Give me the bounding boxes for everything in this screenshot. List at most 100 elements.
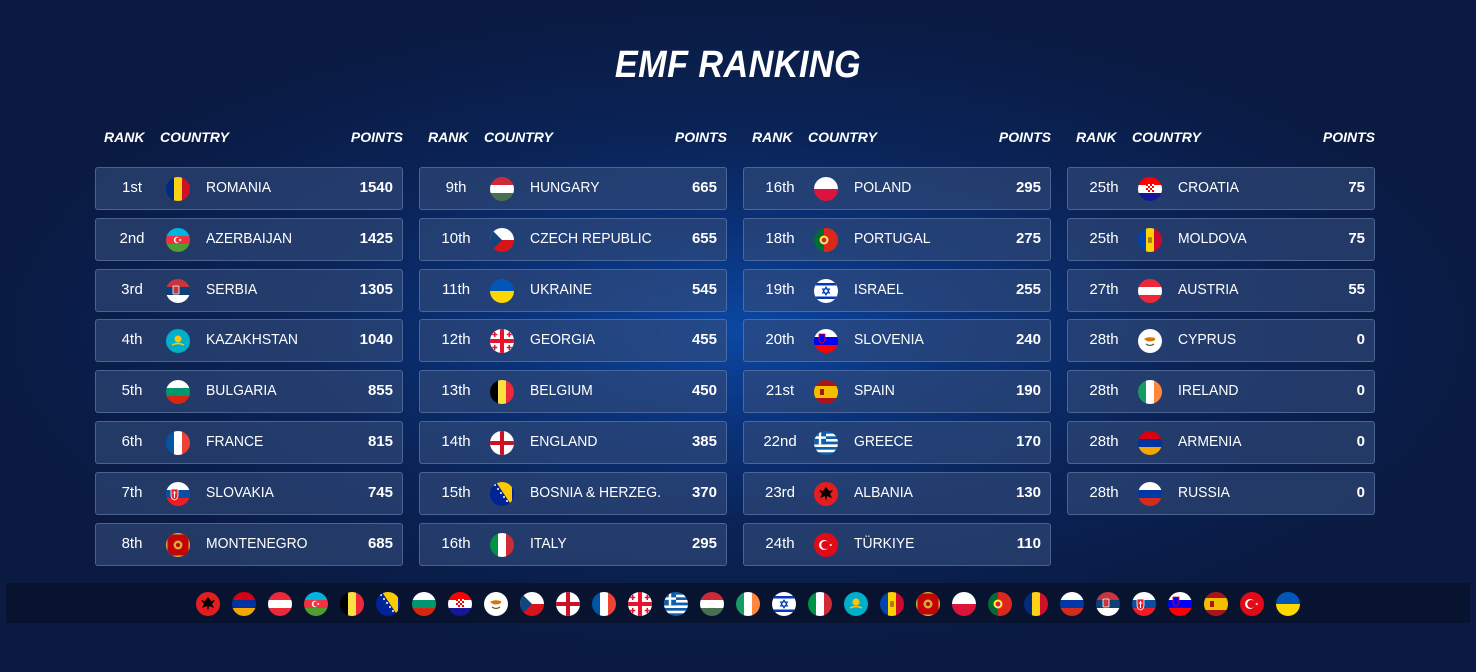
points-header: POINTS — [674, 129, 727, 145]
italy-flag-icon — [808, 592, 832, 616]
croatia-flag-icon — [448, 592, 472, 616]
rank-value: 10th — [441, 229, 471, 247]
kazakhstan-flag-icon — [844, 592, 868, 616]
serbia-flag-icon — [1096, 592, 1120, 616]
ranking-row: 28th RUSSIA 0 — [1067, 471, 1375, 515]
rank-value: 25th — [1089, 179, 1119, 196]
rank-value: 18th — [765, 229, 795, 247]
points-value: 665 — [691, 179, 717, 196]
ranking-row: 8th MONTENEGRO 685 — [95, 522, 403, 566]
country-name: CZECH REPUBLIC — [530, 229, 652, 247]
points-value: 0 — [1356, 382, 1365, 400]
ranking-row: 22nd GREECE 170 — [743, 421, 1051, 464]
rank-value: 2nd — [119, 229, 145, 247]
country-name: AUSTRIA — [1178, 280, 1239, 298]
kazakhstan-flag-icon — [166, 329, 190, 354]
ranking-row: 9th HUNGARY 665 — [419, 167, 727, 210]
country-name: BELGIUM — [530, 382, 593, 400]
ranking-row: 27th AUSTRIA 55 — [1067, 268, 1375, 312]
country-header: COUNTRY — [808, 129, 877, 145]
cyprus-flag-icon — [484, 592, 508, 616]
rank-value: 9th — [445, 179, 467, 196]
france-flag-icon — [592, 592, 616, 616]
column-header: RANK COUNTRY POINTS — [743, 129, 1051, 149]
serbia-flag-icon — [166, 278, 190, 303]
ranking-row: 23rd ALBANIA 130 — [743, 471, 1051, 515]
ranking-row: 10th CZECH REPUBLIC 655 — [419, 217, 727, 261]
rank-value: 12th — [441, 331, 471, 349]
azerbaijan-flag-icon — [166, 227, 190, 252]
rank-header: RANK — [1076, 129, 1117, 145]
ranking-row: 16th POLAND 295 — [743, 167, 1051, 210]
ranking-row: 13th BELGIUM 450 — [419, 370, 727, 414]
points-value: 1040 — [359, 331, 393, 349]
turkiye-flag-icon — [1240, 592, 1264, 616]
armenia-flag-icon — [1138, 431, 1162, 455]
france-flag-icon — [166, 431, 190, 455]
country-name: ITALY — [530, 534, 567, 552]
points-value: 455 — [691, 331, 717, 349]
rank-value: 28th — [1089, 382, 1119, 400]
points-value: 855 — [367, 382, 393, 400]
rank-value: 23rd — [764, 483, 796, 501]
country-name: BOSNIA & HERZEG. — [530, 483, 662, 501]
greece-flag-icon — [814, 431, 838, 455]
country-name: CROATIA — [1178, 179, 1239, 196]
slovenia-flag-icon — [814, 329, 838, 354]
points-value: 815 — [367, 433, 393, 450]
points-value: 450 — [691, 382, 717, 400]
points-header: POINTS — [998, 129, 1051, 145]
points-value: 685 — [367, 534, 393, 552]
points-value: 545 — [691, 280, 717, 298]
czech-flag-icon — [520, 592, 544, 616]
ranking-row: 28th ARMENIA 0 — [1067, 421, 1375, 464]
country-header: COUNTRY — [160, 129, 229, 145]
rank-value: 6th — [121, 433, 143, 450]
bosnia-flag-icon — [376, 592, 400, 616]
column-header: RANK COUNTRY POINTS — [419, 129, 727, 149]
rank-value: 22nd — [763, 433, 797, 450]
points-value: 295 — [1015, 179, 1041, 196]
rank-value: 28th — [1089, 483, 1119, 501]
austria-flag-icon — [1138, 278, 1162, 303]
ireland-flag-icon — [1138, 380, 1162, 405]
belgium-flag-icon — [490, 380, 514, 405]
rank-value: 15th — [441, 483, 471, 501]
points-value: 0 — [1356, 331, 1365, 349]
points-value: 130 — [1015, 483, 1041, 501]
russia-flag-icon — [1138, 481, 1162, 506]
spain-flag-icon — [814, 380, 838, 405]
country-name: KAZAKHSTAN — [206, 331, 298, 349]
column-header: RANK COUNTRY POINTS — [1067, 129, 1375, 149]
rank-value: 25th — [1089, 229, 1119, 247]
country-name: GEORGIA — [530, 331, 596, 349]
country-name: ARMENIA — [1178, 433, 1242, 450]
country-name: AZERBAIJAN — [206, 229, 293, 247]
italy-flag-icon — [490, 532, 514, 557]
rank-header: RANK — [752, 129, 793, 145]
ranking-row: 25th MOLDOVA 75 — [1067, 217, 1375, 261]
slovakia-flag-icon — [1132, 592, 1156, 616]
country-name: GREECE — [854, 433, 913, 450]
country-name: UKRAINE — [530, 280, 593, 298]
rank-value: 13th — [441, 382, 471, 400]
points-value: 0 — [1356, 483, 1365, 501]
hungary-flag-icon — [700, 592, 724, 616]
country-name: ROMANIA — [206, 179, 272, 196]
country-name: MOLDOVA — [1178, 229, 1247, 247]
rank-header: RANK — [104, 129, 145, 145]
ranking-row: 25th CROATIA 75 — [1067, 167, 1375, 210]
ranking-row: 21st SPAIN 190 — [743, 370, 1051, 414]
ranking-row: 7th SLOVAKIA 745 — [95, 471, 403, 515]
rank-header: RANK — [428, 129, 469, 145]
country-name: SPAIN — [854, 382, 895, 400]
country-header: COUNTRY — [1132, 129, 1201, 145]
israel-flag-icon — [772, 592, 796, 616]
country-name: POLAND — [854, 179, 912, 196]
rank-value: 21st — [765, 382, 795, 400]
azerbaijan-flag-icon — [304, 592, 328, 616]
armenia-flag-icon — [232, 592, 256, 616]
points-value: 110 — [1016, 534, 1041, 552]
russia-flag-icon — [1060, 592, 1084, 616]
ranking-row: 4th KAZAKHSTAN 1040 — [95, 319, 403, 363]
